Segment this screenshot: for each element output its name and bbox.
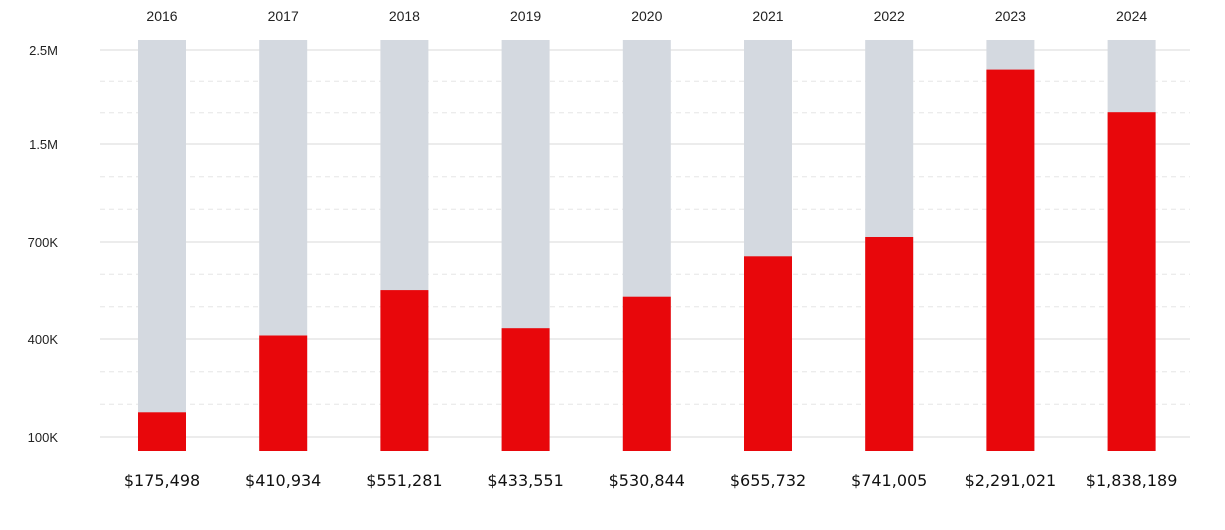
bars: 2016 $175,498 2017 $410,934 2018 $551,281 2019… — [124, 8, 1178, 490]
bar-2024[interactable] — [1107, 112, 1156, 451]
category-label-2022: 2022 — [874, 8, 905, 24]
category-label-2019: 2019 — [510, 8, 541, 24]
bar-2019[interactable] — [501, 328, 550, 451]
bar-2016[interactable] — [138, 412, 186, 451]
value-label-2017: $410,934 — [245, 471, 321, 490]
bar-2022[interactable] — [865, 237, 914, 451]
y-tick-label: 700K — [28, 235, 59, 250]
category-label-2020: 2020 — [631, 8, 662, 24]
category-label-2023: 2023 — [995, 8, 1026, 24]
bar-2018[interactable] — [380, 290, 429, 451]
value-label-2020: $530,844 — [609, 471, 685, 490]
bar-2023[interactable] — [986, 69, 1035, 451]
value-label-2024: $1,838,189 — [1086, 471, 1178, 490]
y-tick-label: 1.5M — [29, 137, 58, 152]
y-tick-label: 400K — [28, 332, 59, 347]
bar-2017[interactable] — [259, 335, 308, 452]
category-label-2017: 2017 — [268, 8, 299, 24]
value-label-2019: $433,551 — [487, 471, 563, 490]
bar-2020[interactable] — [622, 296, 671, 451]
value-label-2021: $655,732 — [730, 471, 806, 490]
y-tick-label: 100K — [28, 430, 59, 445]
value-label-2018: $551,281 — [366, 471, 442, 490]
y-tick-label: 2.5M — [29, 43, 58, 58]
bar-track-2016 — [138, 40, 186, 451]
category-label-2016: 2016 — [146, 8, 177, 24]
category-label-2024: 2024 — [1116, 8, 1147, 24]
bar-2021[interactable] — [744, 256, 792, 451]
value-label-2022: $741,005 — [851, 471, 927, 490]
category-label-2018: 2018 — [389, 8, 420, 24]
category-label-2021: 2021 — [752, 8, 783, 24]
value-label-2016: $175,498 — [124, 471, 200, 490]
value-label-2023: $2,291,021 — [965, 471, 1057, 490]
y-axis-tick-labels: 100K 400K 700K 1.5M 2.5M — [28, 43, 59, 445]
